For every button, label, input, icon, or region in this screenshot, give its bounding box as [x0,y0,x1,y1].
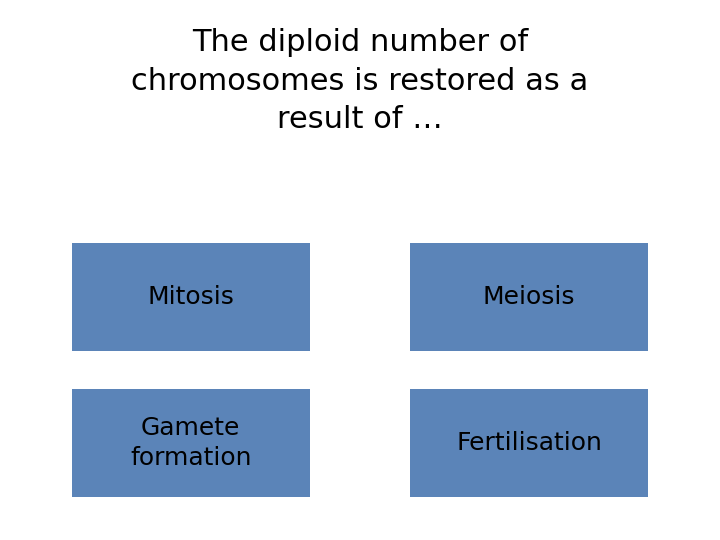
Text: Meiosis: Meiosis [483,285,575,309]
Text: Gamete
formation: Gamete formation [130,416,251,470]
Text: Mitosis: Mitosis [148,285,234,309]
FancyBboxPatch shape [410,243,648,351]
Text: Fertilisation: Fertilisation [456,431,602,455]
Text: The diploid number of
chromosomes is restored as a
result of …: The diploid number of chromosomes is res… [131,28,589,134]
FancyBboxPatch shape [72,243,310,351]
FancyBboxPatch shape [72,389,310,497]
FancyBboxPatch shape [410,389,648,497]
